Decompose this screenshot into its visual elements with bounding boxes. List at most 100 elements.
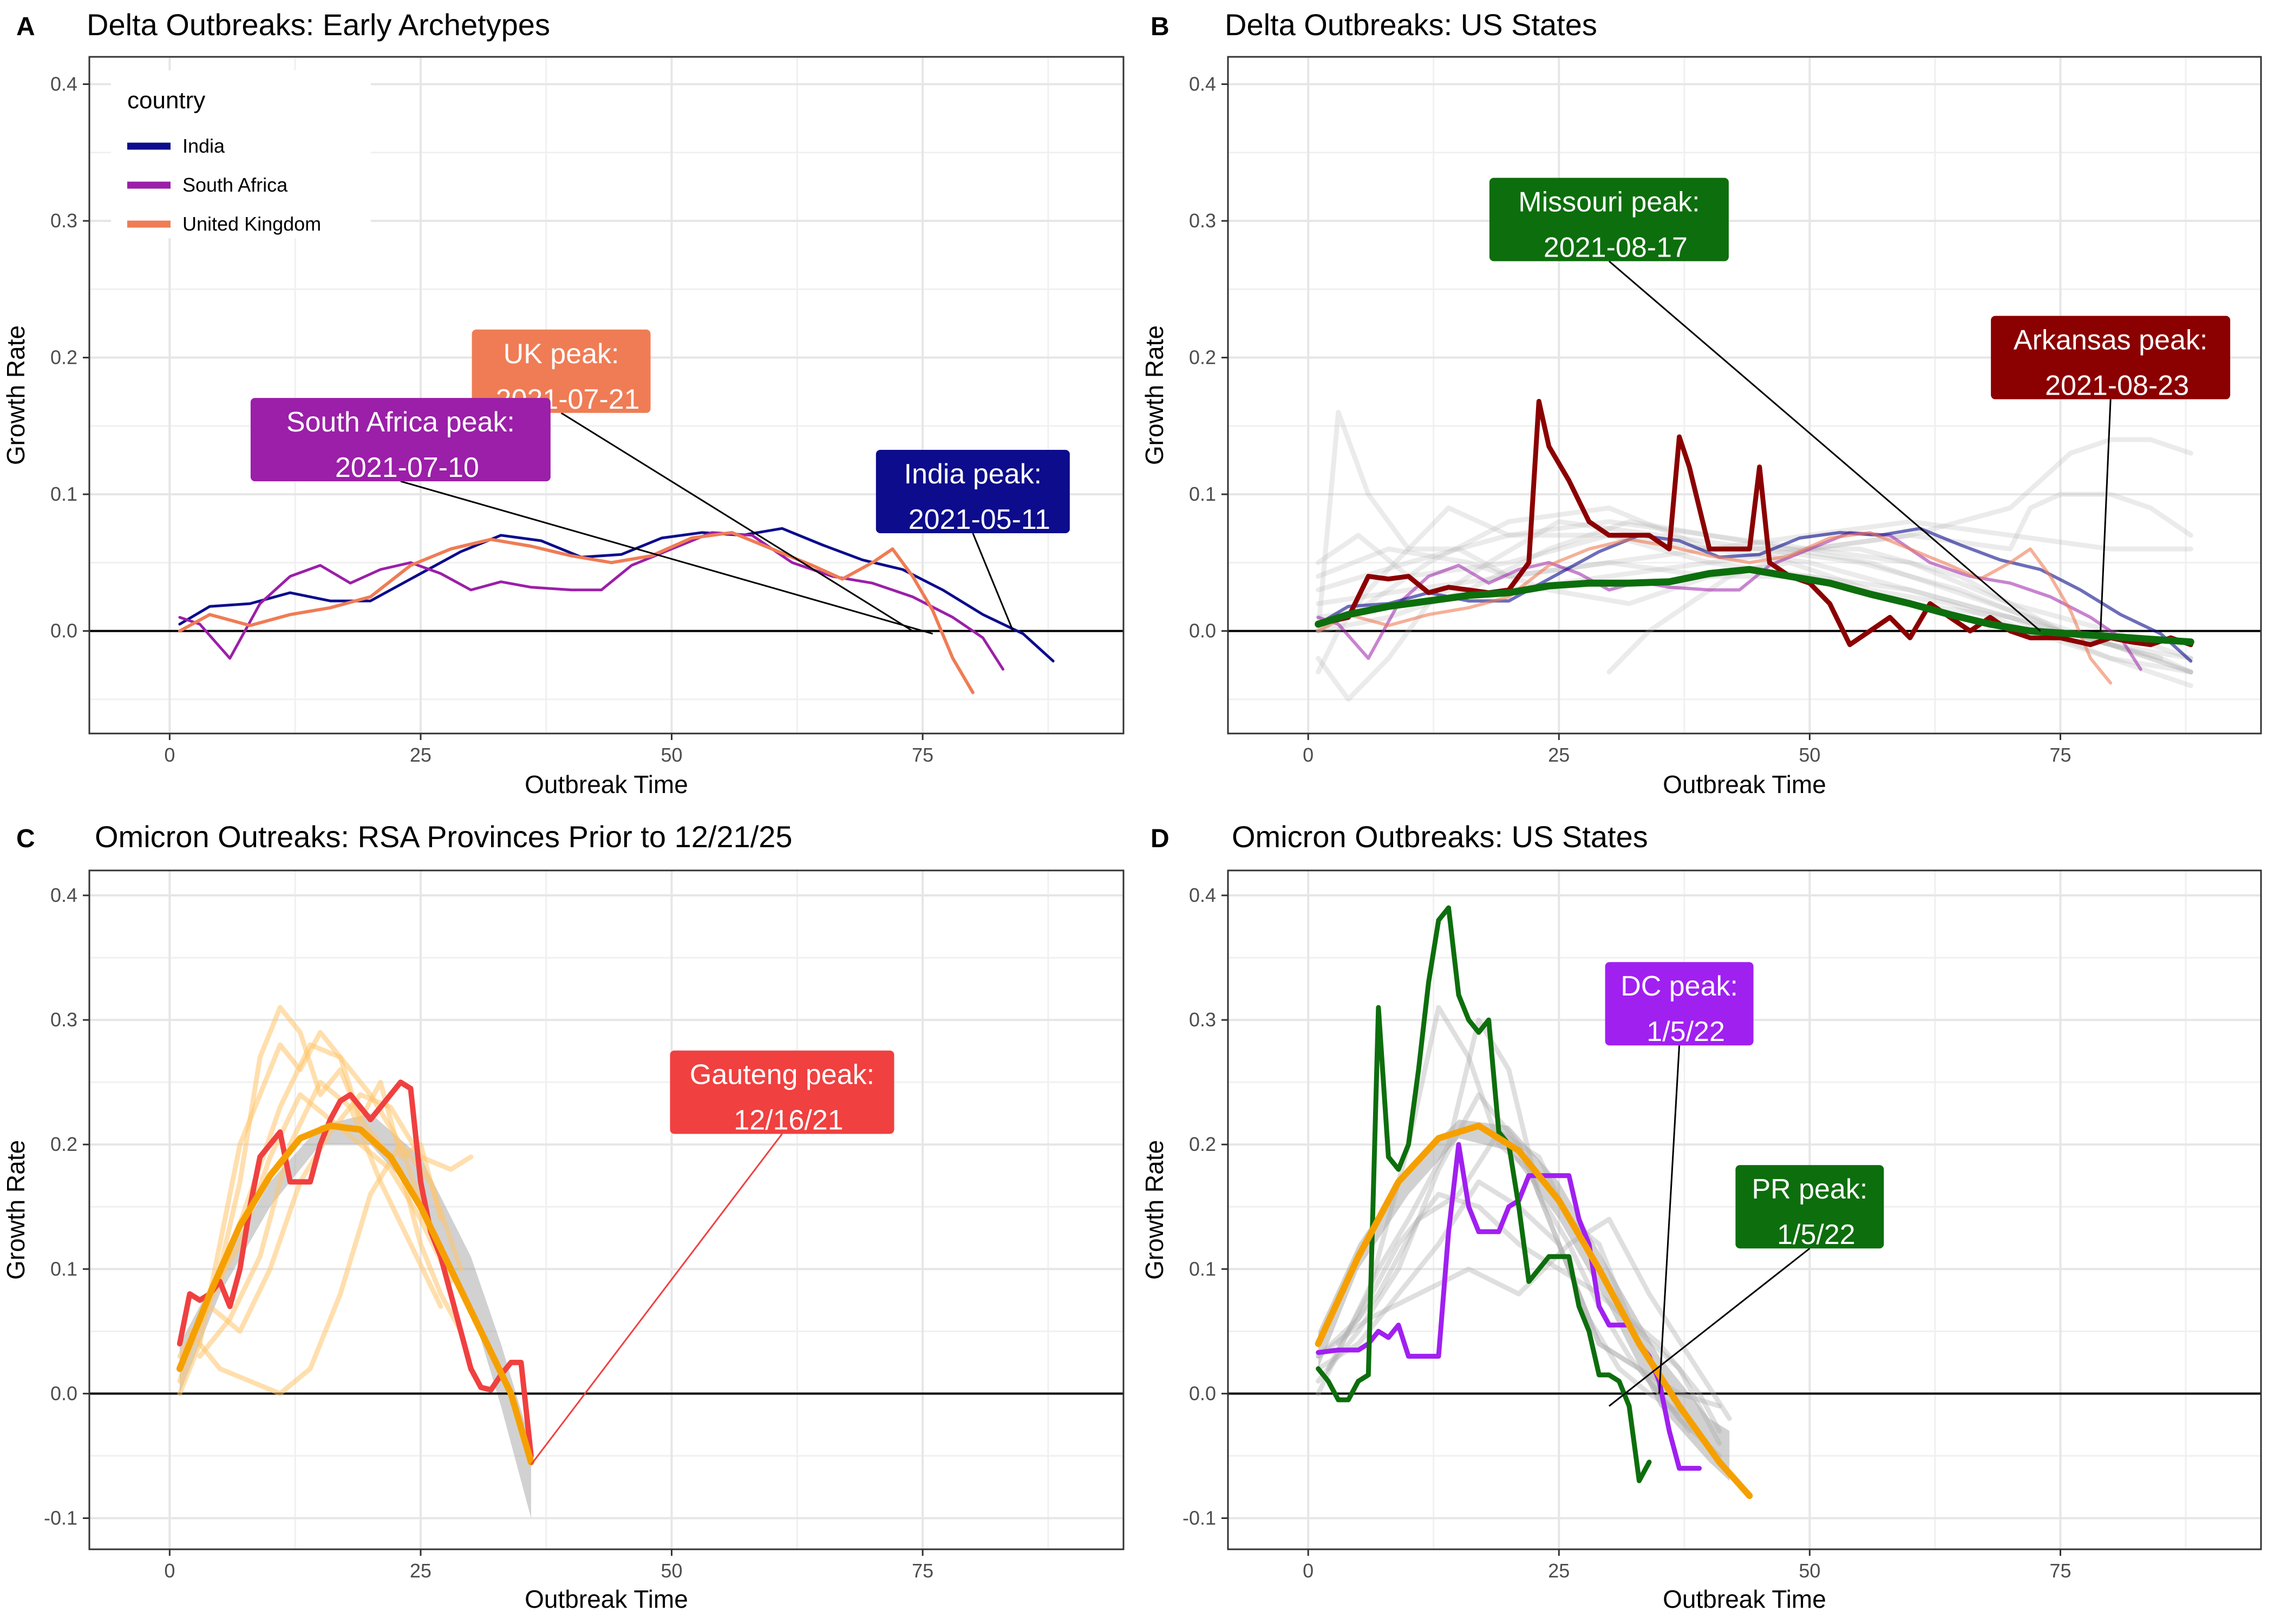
y-tick-label: 0.3: [50, 209, 77, 232]
annotation-leader-line: [560, 412, 913, 632]
annotation-box: [1735, 1165, 1884, 1249]
x-tick-label: 75: [2049, 1560, 2071, 1582]
legend-entry-label: United Kingdom: [182, 213, 321, 235]
annotation-text: 2021-07-10: [335, 452, 479, 483]
series-line: [1316, 531, 2142, 671]
annotation-box: [250, 398, 551, 482]
annotation-text: Missouri peak:: [1518, 187, 1700, 218]
x-tick-label: 0: [1303, 744, 1314, 766]
series-line: [177, 1005, 463, 1371]
y-tick-label: 0.3: [1189, 209, 1216, 232]
series-line: [1316, 519, 2193, 593]
x-axis-label: Outbreak Time: [525, 770, 688, 798]
y-axis-label: Growth Rate: [1140, 325, 1168, 465]
y-tick-label: -0.1: [1182, 1507, 1216, 1529]
x-tick-label: 25: [410, 744, 432, 766]
panel-border: [88, 56, 1125, 735]
y-tick-label: 0.1: [1189, 1258, 1216, 1280]
y-axis-label: Growth Rate: [2, 325, 30, 465]
annotation-leader-line: [400, 480, 933, 635]
panel-letter: A: [16, 12, 35, 41]
y-tick-label: 0.4: [50, 884, 77, 906]
y-tick-label: 0.3: [50, 1009, 77, 1031]
series-line-pr: [1316, 905, 1652, 1483]
panel-B: 0 25 50 75 0.0 0.1 0.2 0.3 0.4 Outbreak Time Growt…: [1140, 8, 2262, 798]
series-line: [197, 1079, 443, 1359]
y-tick-label: -0.1: [44, 1507, 77, 1529]
y-tick-label: 0.0: [50, 620, 77, 642]
x-tick-label: 75: [912, 744, 933, 766]
y-tick-label: 0.0: [1189, 1382, 1216, 1404]
y-axis-label: Growth Rate: [2, 1140, 30, 1280]
annotation-text: PR peak:: [1752, 1174, 1867, 1205]
series-line: [1316, 1191, 1722, 1446]
series-line: [1316, 505, 2193, 675]
annotation-leader-line: [530, 1133, 783, 1465]
y-tick-label: 0.1: [50, 1258, 77, 1280]
series-line-india: [178, 527, 1055, 663]
annotation-text: 1/5/22: [1777, 1219, 1855, 1250]
annotation-box: [875, 450, 1070, 534]
panel-letter: B: [1151, 12, 1169, 41]
annotation-text: 2021-08-23: [2045, 370, 2189, 402]
panel-border: [88, 869, 1125, 1550]
series-line: [176, 1122, 534, 1465]
legend-entry-label: South Africa: [182, 174, 288, 196]
series-line: [1316, 533, 2193, 675]
annotation-text: UK peak:: [504, 338, 619, 370]
x-tick-label: 0: [1303, 1560, 1314, 1582]
annotation-leader-line: [2100, 399, 2112, 631]
x-tick-label: 75: [2049, 744, 2071, 766]
x-tick-label: 25: [1548, 744, 1570, 766]
y-tick-label: 0.2: [50, 1133, 77, 1155]
x-axis-label: Outbreak Time: [525, 1585, 688, 1613]
annotation-leader-line: [972, 533, 1014, 632]
annotation-box: [1991, 316, 2231, 400]
panel-letter: C: [16, 824, 35, 853]
series-line: [1316, 1017, 1692, 1433]
series-line: [1325, 1005, 1692, 1421]
x-tick-label: 50: [661, 744, 683, 766]
annotation-text: South Africa peak:: [286, 407, 515, 438]
y-tick-label: 0.2: [50, 346, 77, 369]
annotation-text: DC peak:: [1620, 971, 1738, 1002]
annotation-box: [1489, 178, 1729, 261]
series-line-south-africa: [178, 531, 1004, 671]
series-line: [177, 1030, 443, 1396]
panel-title: Omicron Outreaks: RSA Provinces Prior to…: [95, 820, 793, 854]
panel-D: 0 25 50 75 -0.1 0.0 0.1 0.2 0.3 0.4 Outbreak Time G…: [1140, 820, 2262, 1613]
y-tick-label: 0.2: [1189, 1133, 1216, 1155]
y-tick-label: 0.0: [50, 1382, 77, 1404]
y-tick-label: 0.1: [1189, 483, 1216, 505]
panel-A: 0 25 50 75 0.0 0.1 0.2 0.3 0.4 Outbreak Time Growt…: [2, 8, 1125, 798]
series-line: [177, 1092, 474, 1359]
annotation-box: [1605, 962, 1754, 1046]
series-line: [187, 1142, 463, 1396]
legend-title: country: [127, 87, 205, 114]
series-line: [1316, 492, 2193, 606]
annotation-text: India peak:: [904, 459, 1042, 490]
annotation-leader-line: [1608, 260, 2041, 632]
x-tick-label: 50: [661, 1560, 683, 1582]
series-line-united-kingdom: [178, 531, 975, 695]
panel-border: [1227, 869, 2262, 1550]
series-line-missouri: [1315, 566, 2194, 646]
series-line-gauteng: [177, 1079, 534, 1459]
y-tick-label: 0.2: [1189, 346, 1216, 369]
series-line: [1315, 1122, 1753, 1499]
annotation-text: 2021-05-11: [909, 504, 1050, 535]
x-tick-label: 0: [164, 1560, 175, 1582]
y-tick-label: 0.4: [1189, 73, 1216, 95]
y-tick-label: 0.3: [1189, 1009, 1216, 1031]
panel-title: Omicron Outbreaks: US States: [1232, 820, 1648, 854]
series-line: [1316, 519, 2164, 702]
x-axis-label: Outbreak Time: [1663, 1585, 1826, 1613]
y-tick-label: 0.0: [1189, 620, 1216, 642]
annotation-text: Gauteng peak:: [690, 1059, 874, 1091]
x-tick-label: 50: [1799, 744, 1820, 766]
series-line: [1316, 410, 2193, 661]
annotation-leader-line: [1608, 1248, 1811, 1407]
annotation-leader-line: [1658, 1045, 1681, 1394]
legend-background: [111, 70, 371, 238]
annotation-text: 12/16/21: [734, 1105, 843, 1136]
